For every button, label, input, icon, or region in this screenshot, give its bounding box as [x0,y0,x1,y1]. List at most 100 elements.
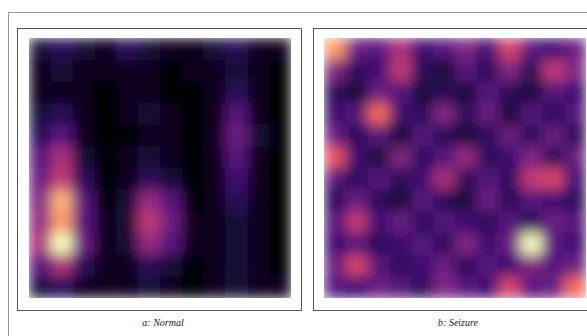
heatmap-cell [204,103,226,125]
heatmap-cell [368,125,390,147]
heatmap-cell [411,255,433,277]
heatmap-cell [226,103,248,125]
heatmap-cell [477,211,499,233]
heatmap-cell [477,125,499,147]
heatmap-cell [499,60,521,82]
heatmap-cell [390,255,412,277]
heatmap-cell [564,255,586,277]
heatmap-cell [499,255,521,277]
heatmap-cell [247,60,269,82]
heatmap-cell [499,168,521,190]
heatmap-cell [247,103,269,125]
heatmap-cell [204,233,226,255]
heatmap-cell [247,125,269,147]
heatmap-cell [564,125,586,147]
heatmap-cell [182,60,204,82]
heatmap-cell [521,38,543,60]
heatmap-cell [116,168,138,190]
panel-frame [314,29,587,311]
heatmap-cell [564,276,586,298]
heatmap-cell [455,276,477,298]
heatmap-cell [564,60,586,82]
heatmap-cell [324,38,346,60]
heatmap-cell [346,146,368,168]
heatmap-cell [368,211,390,233]
heatmap-cell [204,146,226,168]
heatmap-cell [390,211,412,233]
heatmap-cell [346,81,368,103]
heatmap-cell [346,255,368,277]
heatmap-cell [411,81,433,103]
heatmap-cell [564,103,586,125]
heatmap-cell [324,255,346,277]
heatmap-cell [455,255,477,277]
heatmap-cell [204,38,226,60]
heatmap-cell [160,60,182,82]
heatmap-cell [542,146,564,168]
heatmap-cell [51,276,73,298]
heatmap-cell [182,103,204,125]
heatmap-cell [160,146,182,168]
heatmap-cell [160,276,182,298]
heatmap-cell [29,60,51,82]
heatmap-cell [324,233,346,255]
heatmap-cell [346,60,368,82]
heatmap-cell [499,103,521,125]
heatmap-cell [29,211,51,233]
heatmap-cell [73,190,95,212]
heatmap-cell [269,255,291,277]
heatmap-cell [160,38,182,60]
heatmap-cell [499,233,521,255]
heatmap-cell [160,233,182,255]
heatmap-cell [269,190,291,212]
heatmap-cell [138,81,160,103]
figure: a: Normalb: Seizure [0,0,587,336]
heatmap-cell [73,125,95,147]
heatmap-cell [247,233,269,255]
heatmap-cell [390,276,412,298]
heatmap-cell [411,276,433,298]
heatmap-cell [542,276,564,298]
heatmap-cell [564,168,586,190]
heatmap-cell [116,38,138,60]
heatmap-cell [324,125,346,147]
heatmap-cell [477,168,499,190]
heatmap-cell [477,103,499,125]
heatmap-cell [433,211,455,233]
heatmap-cell [73,60,95,82]
heatmap-cell [95,38,117,60]
heatmap-cell [182,38,204,60]
heatmap-cell [433,255,455,277]
heatmap-cell [226,60,248,82]
heatmap-cell [477,233,499,255]
heatmap-cell [346,103,368,125]
heatmap-cell [29,125,51,147]
heatmap-cell [182,81,204,103]
heatmap-cell [542,168,564,190]
heatmap-cell [73,276,95,298]
heatmap-cell [411,168,433,190]
heatmap-cell [411,211,433,233]
heatmap-cell [477,146,499,168]
heatmap-cell [542,255,564,277]
outer-frame [9,13,587,336]
heatmap-cell [411,146,433,168]
heatmap-cell [226,38,248,60]
heatmap-cell [116,255,138,277]
heatmap-cell [368,81,390,103]
heatmap-cell [390,168,412,190]
heatmap-cell [182,168,204,190]
heatmap-cell [29,255,51,277]
heatmap-cell [368,60,390,82]
heatmap-cell [346,38,368,60]
heatmap-cell [324,168,346,190]
heatmap-cell [95,81,117,103]
heatmap-cell [269,168,291,190]
heatmap-cell [160,211,182,233]
heatmap-cell [116,60,138,82]
heatmap-cell [73,146,95,168]
heatmap-cell [542,233,564,255]
heatmap-cell [433,276,455,298]
panel: a: Normal [18,29,302,329]
heatmap-cell [564,190,586,212]
